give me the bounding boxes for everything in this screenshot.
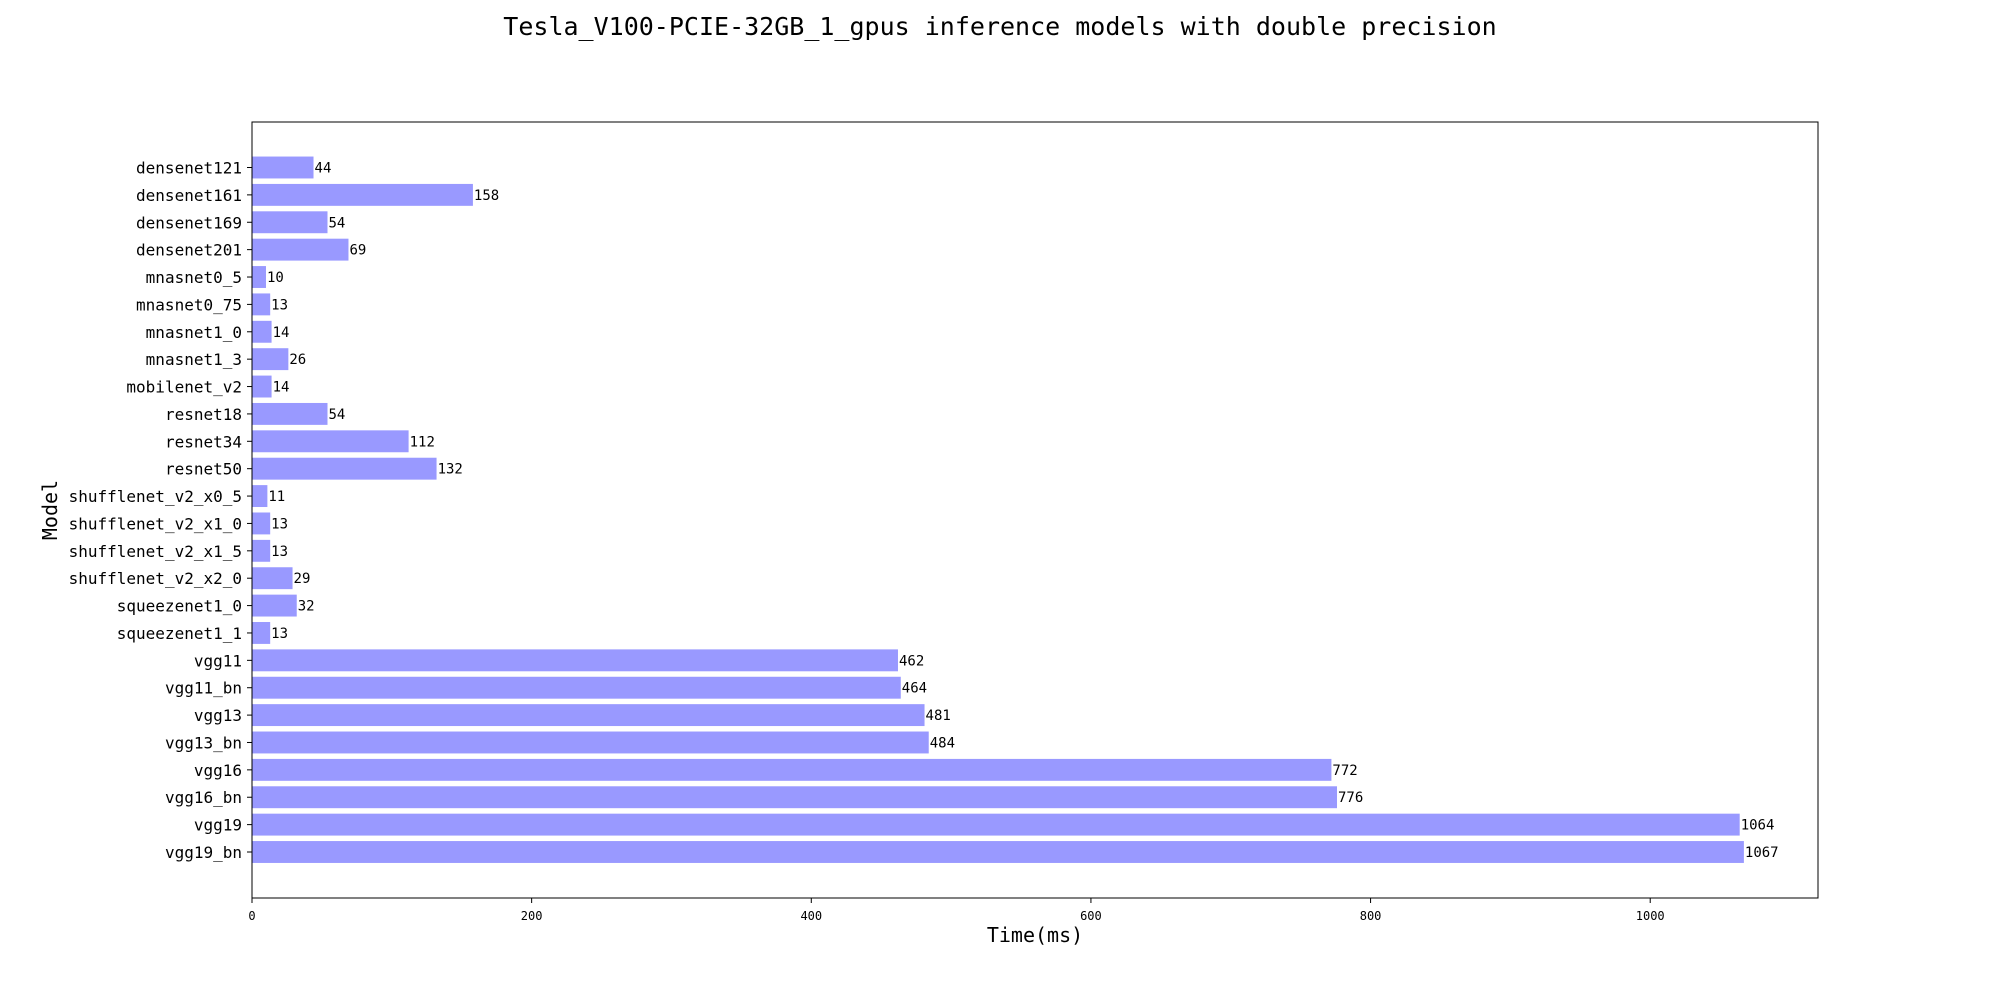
y-tick-label-resnet34: resnet34 <box>165 432 242 451</box>
y-tick-label-densenet161: densenet161 <box>136 186 242 205</box>
value-label-resnet50: 132 <box>438 462 463 478</box>
y-tick-label-vgg16: vgg16 <box>194 761 242 780</box>
x-tick-label-1000: 1000 <box>1636 909 1665 923</box>
bar-vgg13_bn <box>252 731 929 754</box>
value-label-vgg11: 462 <box>899 653 924 669</box>
value-label-shufflenet_v2_x2_0: 29 <box>294 571 311 587</box>
bar-densenet169 <box>252 211 328 234</box>
bar-mnasnet1_3 <box>252 348 289 371</box>
y-tick-label-vgg13: vgg13 <box>194 706 242 725</box>
y-tick-label-vgg11_bn: vgg11_bn <box>165 679 242 698</box>
bar-vgg19_bn <box>252 841 1744 863</box>
bar-mnasnet1_0 <box>252 320 272 343</box>
y-tick-label-vgg19_bn: vgg19_bn <box>165 843 242 862</box>
value-label-densenet161: 158 <box>474 188 499 204</box>
value-label-mnasnet1_0: 14 <box>273 325 290 341</box>
y-tick-label-densenet121: densenet121 <box>136 159 242 178</box>
value-labels-group: 4415854691013142614541121321113132932134… <box>267 161 1779 862</box>
y-tick-label-shufflenet_v2_x1_0: shufflenet_v2_x1_0 <box>69 514 242 533</box>
y-tick-label-densenet169: densenet169 <box>136 213 242 232</box>
value-label-vgg13_bn: 484 <box>930 735 955 751</box>
value-label-mnasnet0_5: 10 <box>267 270 284 286</box>
y-tick-label-resnet50: resnet50 <box>165 460 242 479</box>
bar-shufflenet_v2_x2_0 <box>252 567 293 590</box>
x-tick-label-200: 200 <box>521 909 543 923</box>
y-tick-label-mnasnet0_75: mnasnet0_75 <box>136 295 242 314</box>
bar-vgg11 <box>252 649 898 672</box>
bar-vgg11_bn <box>252 676 901 699</box>
value-label-vgg16_bn: 776 <box>1338 790 1363 806</box>
bars-group <box>252 156 1744 863</box>
value-label-shufflenet_v2_x1_5: 13 <box>271 544 288 560</box>
y-tick-label-squeezenet1_0: squeezenet1_0 <box>117 597 242 616</box>
y-tick-label-vgg16_bn: vgg16_bn <box>165 788 242 807</box>
value-label-densenet121: 44 <box>315 161 332 177</box>
bar-vgg13 <box>252 704 925 727</box>
x-tick-label-0: 0 <box>248 909 255 923</box>
x-tick-label-600: 600 <box>1080 909 1102 923</box>
y-tick-label-mnasnet0_5: mnasnet0_5 <box>146 268 242 287</box>
value-label-mnasnet1_3: 26 <box>289 352 306 368</box>
bar-densenet201 <box>252 238 349 261</box>
value-label-vgg16: 772 <box>1332 763 1357 779</box>
y-tick-label-mnasnet1_3: mnasnet1_3 <box>146 350 242 369</box>
value-label-squeezenet1_0: 32 <box>298 599 315 615</box>
y-axis-title: Model <box>38 480 62 540</box>
bar-mnasnet0_75 <box>252 293 271 316</box>
bar-shufflenet_v2_x1_0 <box>252 512 271 535</box>
x-axis-title: Time(ms) <box>987 923 1083 947</box>
bar-vgg16_bn <box>252 786 1338 809</box>
value-label-squeezenet1_1: 13 <box>271 626 288 642</box>
value-label-mnasnet0_75: 13 <box>271 297 288 313</box>
chart-title: Tesla_V100-PCIE-32GB_1_gpus inference mo… <box>503 12 1497 41</box>
value-label-vgg19: 1064 <box>1741 818 1775 834</box>
bar-mobilenet_v2 <box>252 375 272 398</box>
bar-resnet18 <box>252 402 328 425</box>
y-tick-label-shufflenet_v2_x2_0: shufflenet_v2_x2_0 <box>69 569 242 588</box>
plot-frame <box>251 121 1819 899</box>
bar-resnet50 <box>252 457 437 480</box>
y-tick-label-squeezenet1_1: squeezenet1_1 <box>117 624 242 643</box>
bar-vgg19 <box>252 813 1740 836</box>
bar-shufflenet_v2_x0_5 <box>252 485 268 508</box>
value-label-shufflenet_v2_x1_0: 13 <box>271 516 288 532</box>
y-tick-label-densenet201: densenet201 <box>136 241 242 260</box>
value-label-vgg11_bn: 464 <box>902 681 927 697</box>
value-label-densenet201: 69 <box>349 243 366 259</box>
y-tick-label-resnet18: resnet18 <box>165 405 242 424</box>
value-label-resnet18: 54 <box>329 407 346 423</box>
bar-squeezenet1_0 <box>252 594 297 617</box>
bar-densenet161 <box>252 183 473 206</box>
y-tick-label-vgg13_bn: vgg13_bn <box>165 733 242 752</box>
value-label-mobilenet_v2: 14 <box>273 380 290 396</box>
y-axis: densenet121 densenet161 densenet169 densene… <box>69 159 252 862</box>
y-tick-label-shufflenet_v2_x0_5: shufflenet_v2_x0_5 <box>69 487 242 506</box>
value-label-shufflenet_v2_x0_5: 11 <box>268 489 285 505</box>
x-tick-label-400: 400 <box>800 909 822 923</box>
bar-resnet34 <box>252 430 409 453</box>
bar-vgg16 <box>252 758 1332 781</box>
bar-shufflenet_v2_x1_5 <box>252 539 271 562</box>
y-tick-label-mnasnet1_0: mnasnet1_0 <box>146 323 242 342</box>
bar-mnasnet0_5 <box>252 266 266 288</box>
x-tick-label-800: 800 <box>1360 909 1382 923</box>
bar-densenet121 <box>252 156 314 179</box>
bar-squeezenet1_1 <box>252 622 271 644</box>
y-tick-label-vgg19: vgg19 <box>194 816 242 835</box>
value-label-densenet169: 54 <box>329 215 346 231</box>
y-tick-label-mobilenet_v2: mobilenet_v2 <box>126 378 242 397</box>
value-label-vgg13: 481 <box>926 708 951 724</box>
y-tick-label-shufflenet_v2_x1_5: shufflenet_v2_x1_5 <box>69 542 242 561</box>
x-axis: 0 200 400 600 800 1000 <box>248 898 1665 923</box>
value-label-vgg19_bn: 1067 <box>1745 845 1779 861</box>
y-tick-label-vgg11: vgg11 <box>194 651 242 670</box>
value-label-resnet34: 112 <box>410 434 435 450</box>
